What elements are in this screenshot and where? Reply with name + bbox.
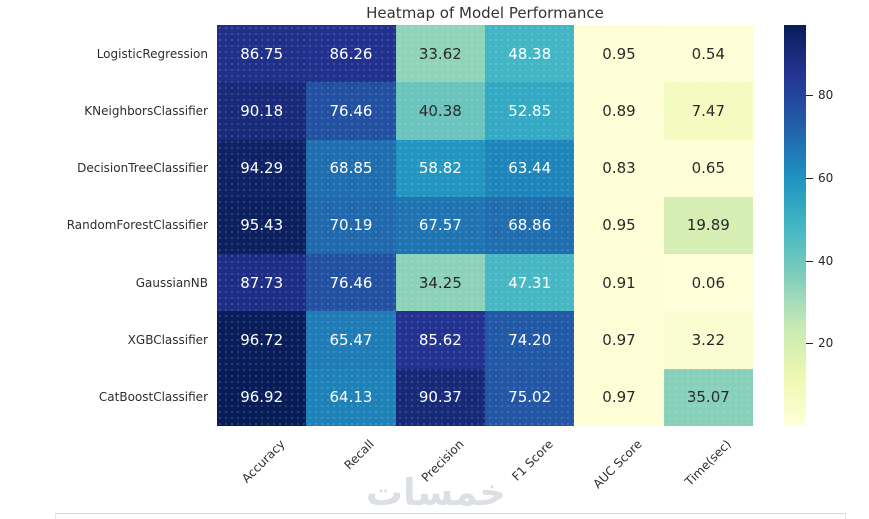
heatmap-cell: 33.62 [395, 25, 485, 83]
colorbar-tick-label: 60 [818, 170, 834, 185]
heatmap-cell: 96.72 [217, 311, 307, 369]
heatmap-cell: 86.26 [306, 25, 396, 83]
heatmap-cell: 35.07 [663, 368, 753, 426]
row-label: KNeighborsClassifier [84, 103, 208, 118]
heatmap-cell: 19.89 [663, 196, 753, 255]
heatmap-cell: 65.47 [306, 311, 396, 369]
heatmap-cell: 40.38 [395, 82, 485, 140]
heatmap-cell: 86.75 [217, 25, 307, 83]
heatmap-cell: 76.46 [306, 82, 396, 140]
row-label: GaussianNB [135, 275, 208, 290]
heatmap-cell: 87.73 [217, 254, 307, 312]
heatmap-cell: 75.02 [485, 368, 575, 426]
colorbar-tick-label: 40 [818, 253, 834, 268]
heatmap-cell: 68.86 [485, 196, 575, 255]
row-label: DecisionTreeClassifier [77, 161, 208, 176]
chart-title: Heatmap of Model Performance [366, 4, 604, 22]
colorbar-tick-mark [806, 177, 813, 179]
column-label: Recall [341, 437, 377, 473]
heatmap-cell: 3.22 [663, 311, 753, 369]
heatmap-cell: 94.29 [217, 139, 307, 197]
heatmap-cell: 64.13 [306, 368, 396, 426]
heatmap-cell: 52.85 [485, 82, 575, 140]
heatmap-cell: 67.57 [395, 196, 485, 255]
heatmap-cell: 85.62 [395, 311, 485, 369]
heatmap-cell: 90.18 [217, 82, 307, 140]
colorbar-tick-label: 80 [818, 88, 834, 103]
heatmap-cell: 0.54 [663, 25, 753, 83]
heatmap-cell: 48.38 [485, 25, 575, 83]
heatmap-cell: 0.95 [574, 196, 664, 255]
heatmap-cell: 58.82 [395, 139, 485, 197]
column-label: Accuracy [238, 437, 288, 486]
heatmap-cell: 47.31 [485, 254, 575, 312]
heatmap-cell: 7.47 [663, 82, 753, 140]
column-label: F1 Score [508, 437, 556, 484]
heatmap-cell: 0.83 [574, 139, 664, 197]
row-label: LogisticRegression [96, 46, 208, 61]
heatmap-cell: 0.97 [574, 368, 664, 426]
heatmap-grid: 86.75 86.26 33.62 48.38 0.95 0.54 90.18 76.46 40… [217, 25, 753, 426]
colorbar-tick-label: 20 [818, 336, 834, 351]
heatmap-cell: 0.91 [574, 254, 664, 312]
row-label: XGBClassifier [127, 333, 208, 348]
heatmap-cell: 34.25 [395, 254, 485, 312]
heatmap-cell: 0.95 [574, 25, 664, 83]
heatmap-cell: 95.43 [217, 196, 307, 255]
row-label: CatBoostClassifier [98, 390, 208, 405]
column-label: Time(sec) [682, 437, 735, 489]
heatmap-cell: 76.46 [306, 254, 396, 312]
heatmap-cell: 0.97 [574, 311, 664, 369]
colorbar-tick-mark [806, 260, 813, 262]
y-axis-labels: LogisticRegression KNeighborsClassifier De… [0, 25, 208, 426]
heatmap-cell: 74.20 [485, 311, 575, 369]
heatmap-cell: 68.85 [306, 139, 396, 197]
colorbar-tick-mark [806, 343, 813, 345]
heatmap-cell: 70.19 [306, 196, 396, 255]
colorbar [784, 25, 806, 426]
watermark: خمسات [365, 471, 506, 514]
heatmap-cell: 63.44 [485, 139, 575, 197]
column-label: AUC Score [590, 437, 645, 492]
row-label: RandomForestClassifier [66, 218, 208, 233]
colorbar-tick-mark [806, 95, 813, 97]
heatmap-cell: 90.37 [395, 368, 485, 426]
heatmap-cell: 0.89 [574, 82, 664, 140]
heatmap-cell: 0.65 [663, 139, 753, 197]
heatmap-cell: 96.92 [217, 368, 307, 426]
bottom-divider [55, 513, 846, 519]
heatmap-cell: 0.06 [663, 254, 753, 312]
